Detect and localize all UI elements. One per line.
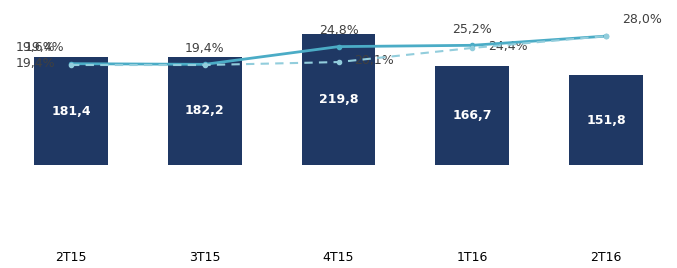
Bar: [302, 34, 375, 165]
Bar: [569, 75, 642, 165]
Text: 19,4%: 19,4%: [185, 42, 225, 55]
Text: 28,0%: 28,0%: [622, 13, 662, 27]
Bar: [35, 57, 108, 165]
Text: 20,1%: 20,1%: [355, 54, 394, 67]
Text: 24,8%: 24,8%: [319, 24, 358, 37]
Text: 24,4%: 24,4%: [488, 40, 528, 53]
Text: 219,8: 219,8: [319, 93, 358, 106]
Text: 166,7: 166,7: [452, 109, 492, 122]
Text: 151,8: 151,8: [586, 114, 626, 126]
Text: 181,4: 181,4: [51, 105, 91, 118]
Text: 19,4%: 19,4%: [16, 57, 55, 70]
Text: 19,6%: 19,6%: [16, 41, 55, 54]
Bar: [435, 66, 509, 165]
Text: 182,2: 182,2: [185, 105, 225, 117]
Bar: [168, 57, 242, 165]
Text: 25,2%: 25,2%: [452, 23, 492, 36]
Text: 19,4%: 19,4%: [24, 41, 64, 54]
